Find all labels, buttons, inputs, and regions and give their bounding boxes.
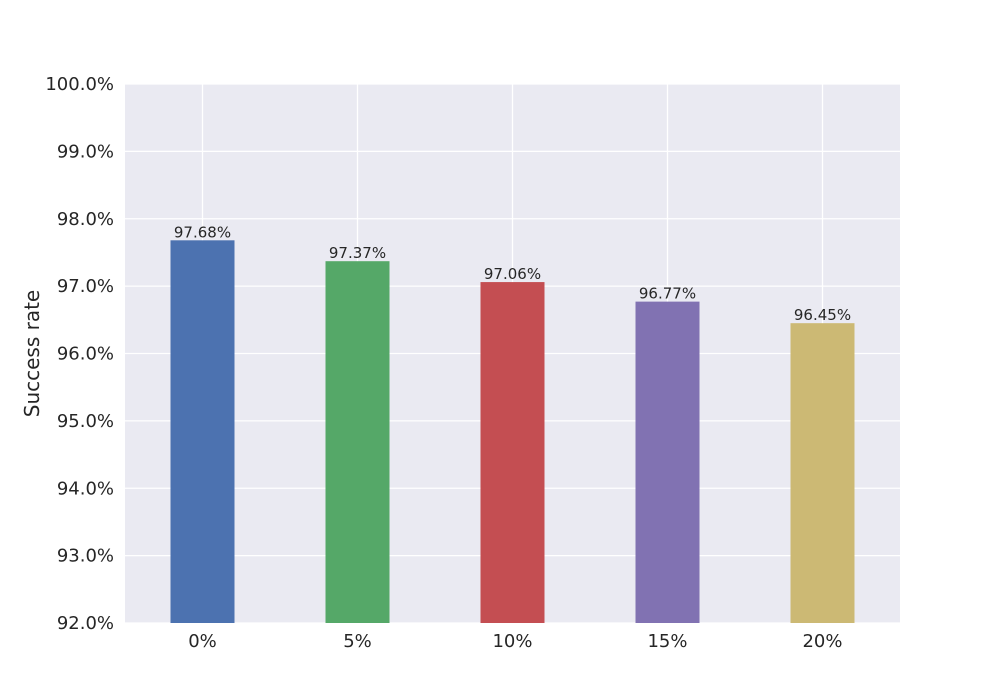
bar-value-label: 96.45% (794, 306, 851, 324)
bars (170, 240, 855, 623)
x-tick-label: 10% (492, 631, 532, 652)
bar-value-label: 96.77% (639, 285, 696, 303)
y-tick-label: 100.0% (45, 74, 114, 95)
bar (325, 261, 390, 623)
bar (170, 240, 235, 623)
bar (635, 301, 700, 623)
y-tick-label: 92.0% (57, 613, 114, 634)
bar-value-label: 97.68% (174, 223, 231, 241)
y-tick-label: 95.0% (57, 411, 114, 432)
y-tick-label: 98.0% (57, 209, 114, 230)
bar-value-label: 97.37% (329, 244, 386, 262)
x-tick-label: 5% (343, 631, 372, 652)
y-tick-label: 94.0% (57, 478, 114, 499)
bar (480, 282, 545, 623)
bar-value-labels: 97.68% 97.37% 97.06% 96.77% 96.45% (174, 223, 851, 324)
y-tick-label: 96.0% (57, 344, 114, 365)
x-tick-labels: 0% 5% 10% 15% 20% (188, 631, 842, 652)
x-tick-label: 0% (188, 631, 217, 652)
y-tick-label: 99.0% (57, 141, 114, 162)
y-tick-label: 93.0% (57, 546, 114, 567)
x-tick-label: 15% (647, 631, 687, 652)
bar (790, 323, 855, 623)
y-axis-label: Success rate (20, 290, 44, 418)
y-tick-label: 97.0% (57, 276, 114, 297)
bar-value-label: 97.06% (484, 265, 541, 283)
x-tick-label: 20% (802, 631, 842, 652)
y-tick-labels: 92.0% 93.0% 94.0% 95.0% 96.0% 97.0% 98.0% 99.0%… (45, 74, 114, 634)
